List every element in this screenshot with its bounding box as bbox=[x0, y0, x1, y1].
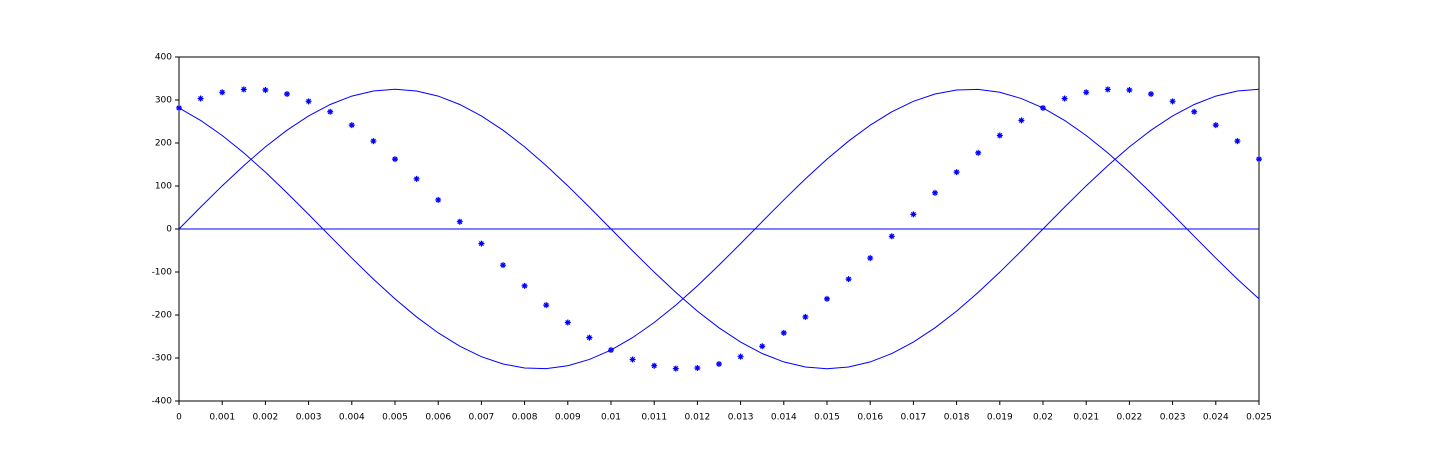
y-tick-label: 100 bbox=[155, 182, 172, 192]
star-marker bbox=[651, 362, 658, 369]
x-tick-label: 0.024 bbox=[1203, 413, 1229, 423]
star-marker bbox=[435, 196, 442, 203]
star-marker bbox=[500, 262, 506, 269]
star-marker bbox=[845, 276, 852, 283]
star-marker bbox=[478, 240, 485, 247]
star-marker bbox=[629, 356, 636, 363]
star-marker bbox=[1040, 104, 1046, 111]
star-marker bbox=[176, 104, 182, 111]
y-tick-label: -300 bbox=[152, 354, 173, 364]
x-tick-label: 0.021 bbox=[1073, 413, 1099, 423]
star-marker bbox=[197, 95, 204, 102]
x-tick-label: 0.01 bbox=[601, 413, 621, 423]
y-tick-label: -400 bbox=[152, 397, 173, 407]
star-marker bbox=[953, 169, 960, 176]
star-marker bbox=[975, 149, 982, 156]
star-marker bbox=[456, 218, 463, 225]
star-marker bbox=[737, 353, 744, 360]
x-tick-label: 0.001 bbox=[209, 413, 235, 423]
x-tick-label: 0 bbox=[176, 413, 182, 423]
x-tick-label: 0.012 bbox=[685, 413, 711, 423]
star-marker bbox=[305, 98, 312, 105]
x-tick-label: 0.009 bbox=[555, 413, 581, 423]
star-marker bbox=[543, 302, 550, 309]
x-tick-label: 0.022 bbox=[1117, 413, 1143, 423]
star-marker bbox=[1083, 89, 1090, 96]
star-marker bbox=[219, 89, 226, 96]
star-marker bbox=[716, 360, 722, 367]
star-marker bbox=[888, 233, 895, 240]
star-marker bbox=[608, 347, 614, 354]
x-tick-label: 0.023 bbox=[1160, 413, 1186, 423]
x-tick-label: 0.018 bbox=[944, 413, 970, 423]
line-series bbox=[178, 88, 1260, 370]
star-marker bbox=[780, 329, 787, 336]
star-marker bbox=[996, 132, 1003, 139]
star-marker bbox=[1104, 86, 1111, 93]
star-marker bbox=[262, 87, 269, 94]
x-tick-label: 0.014 bbox=[771, 413, 797, 423]
x-tick-label: 0.011 bbox=[641, 413, 667, 423]
x-tick-label: 0.007 bbox=[469, 413, 495, 423]
star-marker bbox=[1234, 138, 1241, 145]
star-marker bbox=[759, 343, 766, 350]
star-marker bbox=[867, 255, 874, 262]
x-tick-label: 0.008 bbox=[512, 413, 538, 423]
star-marker bbox=[1018, 117, 1025, 124]
star-marker bbox=[932, 189, 938, 196]
x-tick-label: 0.015 bbox=[814, 413, 840, 423]
x-tick-label: 0.013 bbox=[728, 413, 754, 423]
x-tick-label: 0.002 bbox=[253, 413, 279, 423]
star-marker bbox=[1148, 91, 1154, 98]
star-marker bbox=[327, 108, 334, 115]
star-marker bbox=[1126, 87, 1133, 94]
y-tick-label: 300 bbox=[155, 96, 172, 106]
star-marker bbox=[521, 282, 528, 289]
star-marker bbox=[564, 319, 571, 326]
star-marker bbox=[586, 334, 593, 341]
star-marker bbox=[1191, 108, 1198, 115]
y-tick-label: -200 bbox=[152, 311, 173, 321]
star-marker bbox=[370, 138, 377, 145]
y-tick-label: -100 bbox=[152, 268, 173, 278]
x-tick-label: 0.006 bbox=[425, 413, 451, 423]
x-tick-label: 0.016 bbox=[857, 413, 883, 423]
x-tick-label: 0.003 bbox=[296, 413, 322, 423]
x-tick-label: 0.025 bbox=[1246, 413, 1272, 423]
star-marker bbox=[672, 365, 679, 372]
star-marker bbox=[1061, 95, 1068, 102]
star-marker bbox=[802, 313, 809, 320]
star-marker bbox=[392, 156, 398, 163]
x-tick-label: 0.02 bbox=[1033, 413, 1053, 423]
star-marker bbox=[348, 122, 355, 129]
y-tick-label: 400 bbox=[155, 53, 172, 63]
star-marker bbox=[694, 364, 701, 371]
star-marker bbox=[1212, 122, 1219, 129]
star-marker bbox=[910, 211, 917, 218]
star-marker bbox=[1256, 156, 1262, 163]
star-marker bbox=[413, 175, 420, 182]
y-tick-label: 200 bbox=[155, 139, 172, 149]
x-tick-label: 0.019 bbox=[987, 413, 1013, 423]
x-tick-label: 0.017 bbox=[901, 413, 927, 423]
x-tick-label: 0.004 bbox=[339, 413, 365, 423]
x-tick-label: 0.005 bbox=[382, 413, 408, 423]
star-marker bbox=[284, 91, 290, 98]
y-tick-label: 0 bbox=[166, 225, 172, 235]
star-marker bbox=[240, 86, 247, 93]
star-marker bbox=[1169, 98, 1176, 105]
star-marker bbox=[824, 295, 830, 302]
line-series bbox=[178, 88, 1260, 370]
